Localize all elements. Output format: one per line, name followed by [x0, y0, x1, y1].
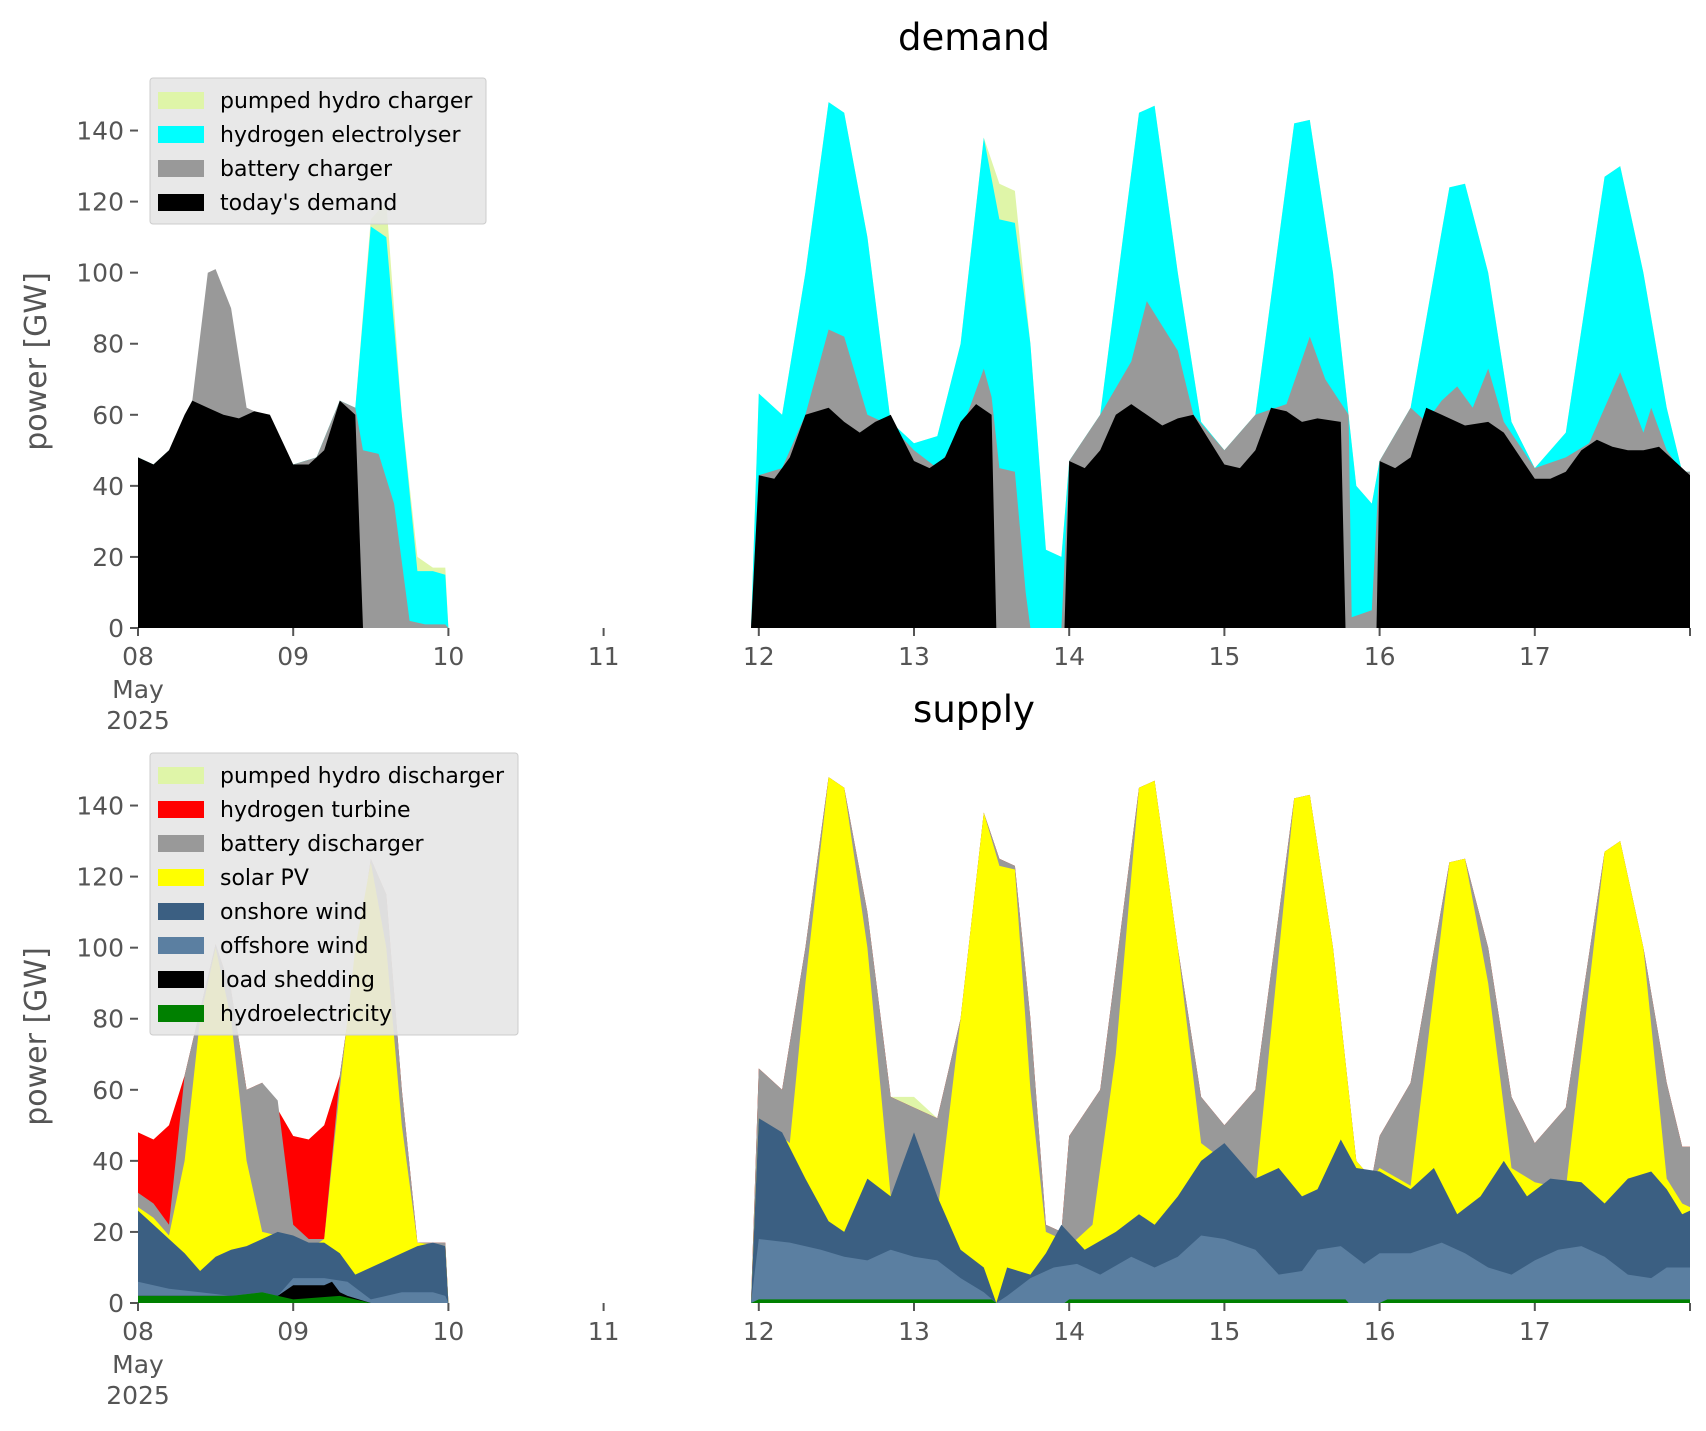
x-tick-sublabel: May	[112, 675, 164, 704]
x-tick-label: 14	[1053, 642, 1085, 671]
x-tick-label: 12	[743, 1317, 775, 1346]
x-tick-label: 10	[432, 1317, 464, 1346]
legend: pumped hydro charger hydrogen electrolyse…	[149, 77, 487, 225]
area-series-hydroelectricity	[138, 1292, 1690, 1303]
y-tick-label: 100	[76, 934, 124, 963]
x-tick-label: 09	[277, 642, 309, 671]
x-tick-label: 08	[122, 642, 154, 671]
y-tick-label: 20	[92, 1218, 124, 1247]
y-tick-label: 100	[76, 259, 124, 288]
x-tick-label: 13	[898, 642, 930, 671]
x-tick-sublabel: 2025	[106, 1381, 170, 1410]
legend-label: pumped hydro discharger	[220, 764, 505, 789]
x-tick-label: 15	[1208, 1317, 1240, 1346]
y-tick-label: 80	[92, 330, 124, 359]
y-tick-label: 40	[92, 1147, 124, 1176]
x-tick-label: 13	[898, 1317, 930, 1346]
y-tick-label: 80	[92, 1005, 124, 1034]
legend-swatch	[158, 971, 204, 988]
x-tick-label: 10	[432, 642, 464, 671]
legend-swatch	[158, 1005, 204, 1022]
area-series-today-s-demand	[138, 400, 1690, 628]
x-tick-label: 09	[277, 1317, 309, 1346]
legend-swatch	[158, 801, 204, 818]
legend-label: solar PV	[220, 866, 309, 891]
legend-swatch	[158, 160, 204, 177]
y-axis-label: power [GW]	[19, 947, 54, 1126]
legend-label: load shedding	[220, 968, 375, 993]
area-series-offshore-wind	[138, 1235, 1690, 1303]
legend: pumped hydro discharger hydrogen turbine b…	[149, 752, 519, 1036]
x-tick-sublabel: 2025	[106, 706, 170, 735]
y-tick-label: 60	[92, 1076, 124, 1105]
legend-swatch	[158, 869, 204, 886]
x-tick-sublabel: May	[112, 1350, 164, 1379]
legend-label: onshore wind	[220, 900, 367, 925]
legend-label: battery charger	[220, 157, 393, 182]
legend-swatch	[158, 194, 204, 211]
legend-label: today's demand	[220, 191, 397, 216]
y-tick-label: 140	[76, 792, 124, 821]
x-tick-label: 14	[1053, 1317, 1085, 1346]
legend-swatch	[158, 835, 204, 852]
legend-swatch	[158, 903, 204, 920]
legend-label: hydroelectricity	[220, 1002, 392, 1027]
legend-label: hydrogen turbine	[220, 798, 411, 823]
x-tick-label: 16	[1364, 1317, 1396, 1346]
x-tick-label: 11	[588, 1317, 620, 1346]
legend-label: hydrogen electrolyser	[220, 123, 461, 148]
legend-swatch	[158, 767, 204, 784]
y-tick-label: 140	[76, 117, 124, 146]
x-tick-label: 17	[1519, 1317, 1551, 1346]
x-tick-label: 17	[1519, 642, 1551, 671]
x-tick-label: 16	[1364, 642, 1396, 671]
legend-label: pumped hydro charger	[220, 89, 473, 114]
x-tick-label: 12	[743, 642, 775, 671]
legend-label: offshore wind	[220, 934, 369, 959]
y-tick-label: 0	[108, 1289, 124, 1318]
legend-box	[149, 77, 487, 225]
x-tick-label: 15	[1208, 642, 1240, 671]
legend-box	[149, 752, 519, 1036]
area-series-onshore-wind	[138, 1118, 1690, 1303]
y-tick-label: 120	[76, 188, 124, 217]
legend-swatch	[158, 92, 204, 109]
y-tick-label: 20	[92, 543, 124, 572]
y-tick-label: 120	[76, 863, 124, 892]
chart-title: demand	[898, 16, 1050, 59]
area-series-solar-pv	[138, 777, 1690, 1303]
y-tick-label: 40	[92, 472, 124, 501]
legend-swatch	[158, 937, 204, 954]
y-tick-label: 60	[92, 401, 124, 430]
x-tick-label: 11	[588, 642, 620, 671]
chart-panel-demand: demand power [GW] 0 20 40 60 80 100 120 140 08 May2…	[19, 16, 1691, 735]
y-axis-label: power [GW]	[19, 272, 54, 451]
chart-title: supply	[913, 688, 1035, 731]
y-tick-label: 0	[108, 614, 124, 643]
legend-label: battery discharger	[220, 832, 425, 857]
legend-swatch	[158, 126, 204, 143]
x-tick-label: 08	[122, 1317, 154, 1346]
